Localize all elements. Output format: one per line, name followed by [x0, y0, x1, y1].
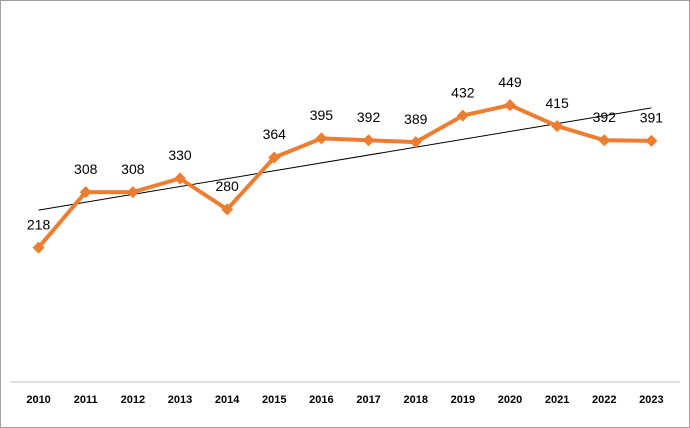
marker [645, 134, 658, 147]
data-label: 330 [168, 147, 192, 163]
data-label: 395 [310, 107, 334, 123]
marker [221, 203, 234, 216]
data-label: 415 [545, 95, 569, 111]
x-tick-label: 2022 [592, 394, 616, 406]
x-tick-label: 2011 [74, 394, 98, 406]
x-tick-label: 2013 [168, 394, 192, 406]
data-label: 280 [215, 178, 239, 194]
x-tick-label: 2015 [262, 394, 286, 406]
marker [504, 99, 516, 112]
data-label: 364 [263, 126, 287, 142]
marker [268, 151, 281, 164]
marker [126, 186, 139, 199]
trendline [38, 107, 652, 211]
x-tick-label: 2016 [309, 394, 333, 406]
x-tick-label: 2021 [545, 394, 569, 406]
x-tick-label: 2017 [356, 394, 380, 406]
marker [174, 172, 186, 185]
marker [598, 134, 611, 147]
data-label: 308 [121, 161, 145, 177]
data-label: 392 [357, 109, 381, 125]
x-tick-label: 2023 [639, 394, 663, 406]
marker [79, 186, 92, 199]
marker [315, 132, 328, 145]
x-tick-label: 2014 [215, 394, 240, 406]
x-tick-label: 2012 [121, 394, 145, 406]
data-label: 391 [640, 110, 664, 126]
x-tick-label: 2020 [498, 394, 522, 406]
series-line [37, 103, 652, 249]
marker [362, 134, 375, 147]
x-tick-label: 2010 [26, 394, 50, 406]
marker [409, 136, 422, 149]
data-label: 389 [404, 111, 428, 127]
x-tick-label: 2019 [451, 394, 475, 406]
data-label: 432 [451, 84, 475, 100]
data-label: 218 [27, 216, 51, 232]
data-label: 449 [498, 74, 522, 90]
marker [551, 120, 564, 133]
data-label: 392 [593, 109, 617, 125]
x-tick-label: 2018 [403, 394, 427, 406]
marker [456, 109, 469, 122]
marker [32, 241, 45, 254]
data-label: 308 [74, 161, 98, 177]
